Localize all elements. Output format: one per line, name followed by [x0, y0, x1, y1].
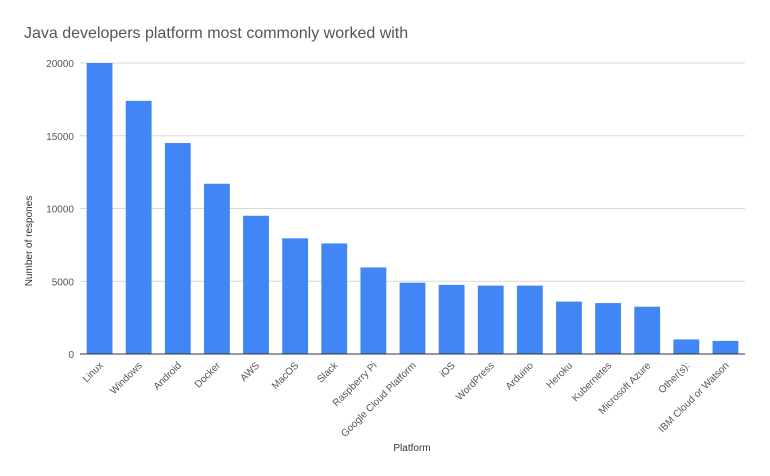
x-tick-label: WordPress: [454, 360, 497, 403]
bar: [712, 340, 739, 354]
x-tick-label: Heroku: [545, 360, 576, 391]
bars: [86, 63, 739, 354]
x-tick-label: Docker: [193, 360, 224, 391]
bar: [86, 63, 113, 354]
x-axis-title: Platform: [393, 443, 430, 454]
x-tick-label: Other(s):: [657, 360, 693, 396]
bar: [243, 215, 269, 354]
bar: [673, 339, 700, 354]
bar: [282, 238, 309, 354]
chart-title: Java developers platform most commonly w…: [24, 25, 408, 42]
bar: [595, 303, 621, 354]
bar: [438, 284, 465, 354]
bar: [321, 243, 348, 354]
bar: [634, 306, 661, 354]
bar: [164, 143, 191, 354]
bar: [477, 285, 504, 354]
bar: [556, 301, 582, 354]
y-tick-label: 15000: [46, 132, 74, 143]
y-axis-ticks: 0 5000 10000 15000 20000: [46, 59, 74, 361]
x-tick-label: IBM Cloud or Watson: [657, 360, 732, 435]
y-tick-label: 20000: [46, 59, 74, 70]
bar: [516, 285, 543, 354]
gridlines: [80, 62, 745, 282]
x-axis-ticks: Linux Windows Android Docker AWS MacOS SlackRa…: [81, 360, 732, 440]
bar: [360, 267, 387, 354]
bar: [125, 100, 152, 354]
y-tick-label: 10000: [46, 205, 74, 216]
x-tick-label: Slack: [315, 360, 341, 386]
x-tick-label: Google Cloud Platform: [339, 360, 418, 439]
y-tick-label: 0: [68, 350, 74, 361]
bar: [204, 183, 230, 354]
x-tick-label: AWS: [239, 360, 263, 384]
x-tick-label: Android: [152, 360, 184, 392]
x-tick-label: Windows: [108, 360, 144, 396]
x-tick-label: Linux: [81, 360, 106, 385]
x-tick-label: iOS: [438, 360, 458, 380]
x-tick-label: MacOS: [270, 360, 302, 392]
y-axis-title: Number of respones: [24, 196, 35, 287]
bar: [399, 282, 426, 354]
x-tick-label: Arduino: [504, 360, 536, 392]
y-tick-label: 5000: [52, 277, 75, 288]
